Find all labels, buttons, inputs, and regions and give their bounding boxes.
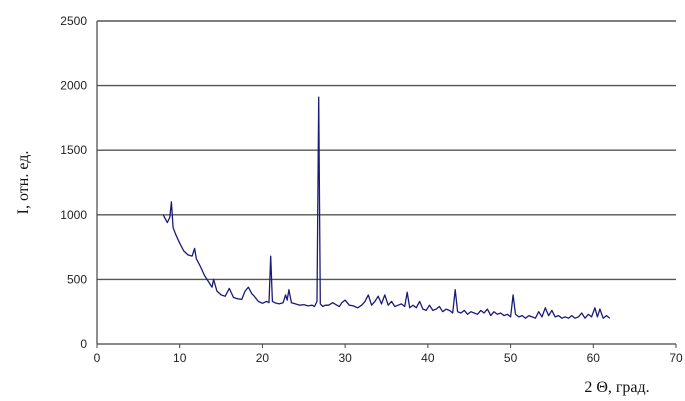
series-line-0 [162,96,611,319]
y-tick-label: 1000 [60,208,87,222]
x-tick-label: 20 [256,351,270,365]
y-tick-label: 1500 [60,143,87,157]
y-tick-label: 0 [80,337,87,351]
series-group [162,96,611,319]
y-axis-label: I, отн. ед. [15,151,32,215]
x-tick-label: 50 [504,351,518,365]
x-axis-label: 2 Θ, град. [584,379,649,396]
x-tick-label: 30 [338,351,352,365]
y-tick-label: 500 [67,272,87,286]
x-tick-label: 60 [587,351,601,365]
x-tick-label: 40 [421,351,435,365]
x-tick-labels: 0 10 20 30 40 50 60 70 [94,351,683,365]
y-tick-label: 2000 [60,79,87,93]
y-tick-labels: 0 500 1000 1500 2000 2500 [60,14,87,351]
x-tick-label: 0 [94,351,101,365]
x-tick-label: 70 [669,351,683,365]
x-tick-label: 10 [173,351,187,365]
y-tick-label: 2500 [60,14,87,28]
gridlines [97,20,676,281]
axes [96,21,677,348]
